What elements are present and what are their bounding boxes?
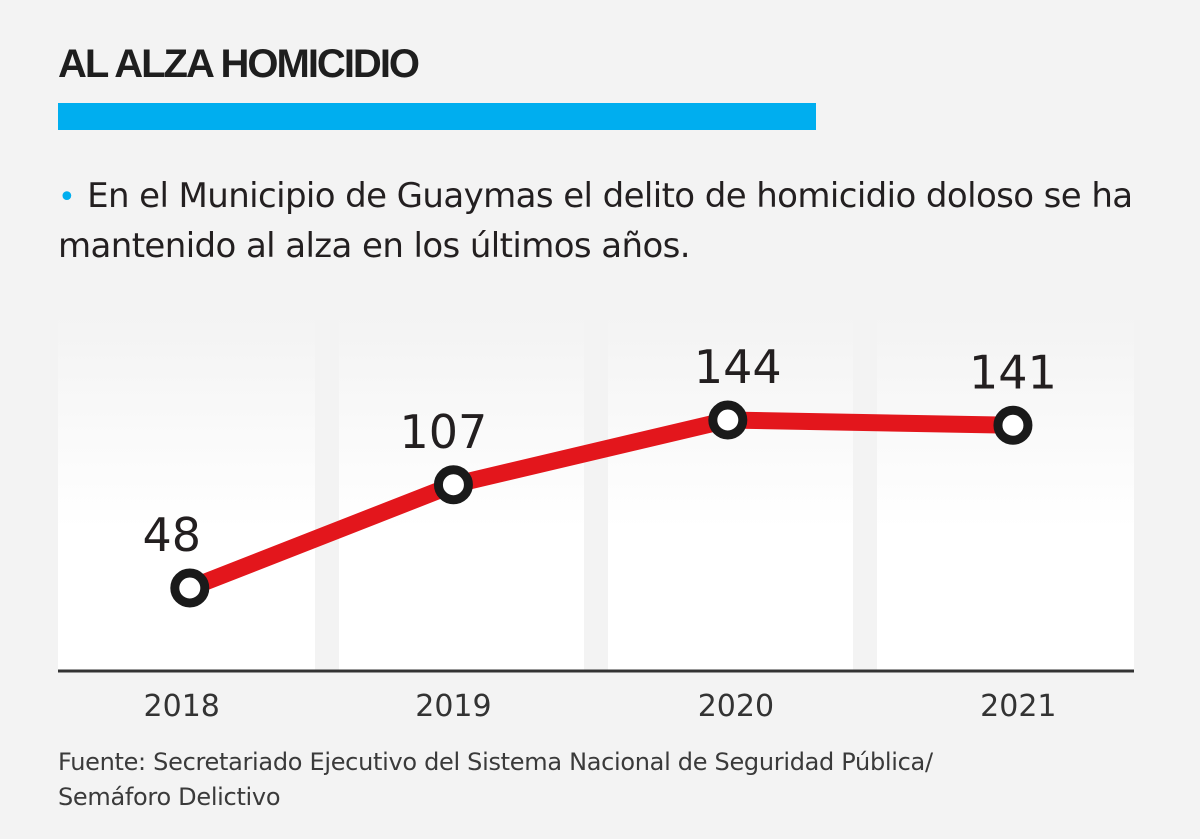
bullet-icon: • (58, 180, 76, 215)
data-label-2019: 107 (400, 405, 488, 459)
column-band-2020 (608, 315, 853, 671)
x-tick-label-2020: 2020 (698, 689, 774, 724)
source-line-1: Fuente: Secretariado Ejecutivo del Siste… (58, 748, 933, 776)
x-tick-label-2018: 2018 (144, 689, 220, 724)
data-label-2021: 141 (969, 345, 1057, 399)
title-accent-bar (58, 103, 816, 130)
data-label-2018: 48 (143, 508, 202, 562)
x-tick-label-2021: 2021 (980, 689, 1056, 724)
chart-title: AL ALZA HOMICIDIO (58, 42, 420, 86)
x-tick-label-2019: 2019 (415, 689, 491, 724)
subtitle-text: En el Municipio de Guaymas el delito de … (58, 176, 1133, 266)
data-point-2021 (993, 405, 1033, 445)
series-line (181, 411, 1022, 597)
column-band-2018 (58, 315, 315, 671)
chart-subtitle: • En el Municipio de Guaymas el delito de… (58, 172, 1158, 270)
data-point-2019 (433, 465, 473, 505)
data-point-2018 (170, 568, 210, 608)
data-label-2020: 144 (694, 340, 782, 394)
data-point-2020 (708, 400, 748, 440)
column-band-2021 (877, 315, 1134, 671)
source-line-2: Semáforo Delictivo (58, 783, 281, 811)
source-note: Fuente: Secretariado Ejecutivo del Siste… (58, 745, 1158, 815)
